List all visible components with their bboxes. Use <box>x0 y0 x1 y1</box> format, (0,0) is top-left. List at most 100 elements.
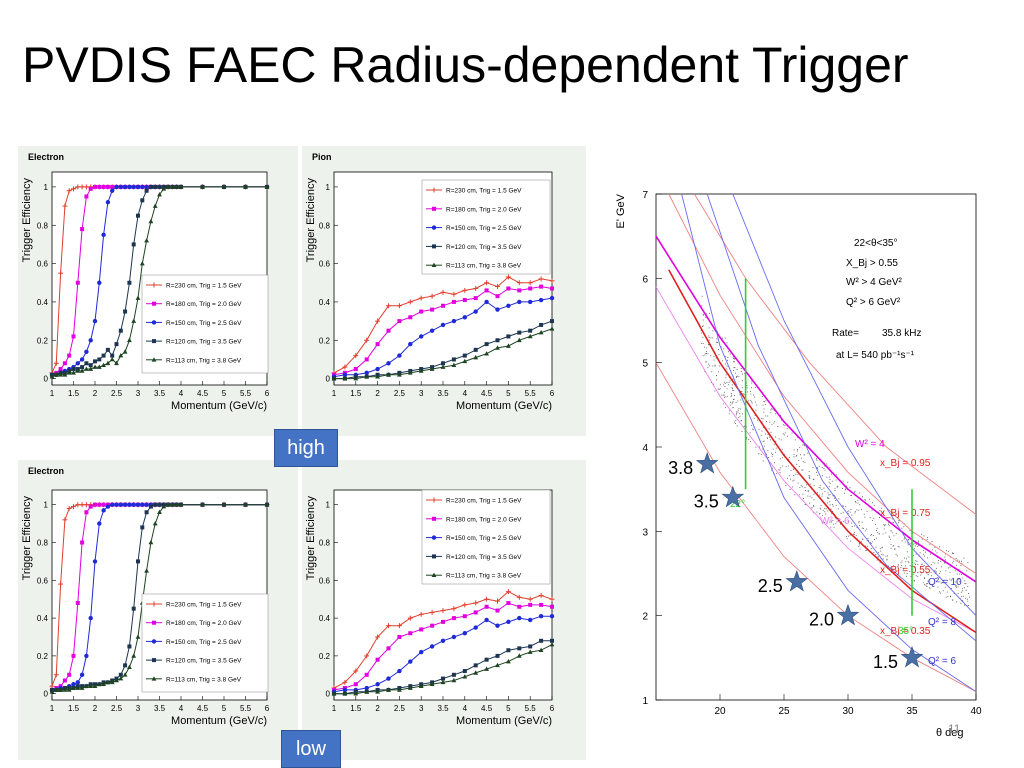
event-dot <box>924 577 925 579</box>
event-dot <box>906 575 907 577</box>
event-dot <box>834 490 836 491</box>
data-point <box>539 322 544 327</box>
event-dot <box>850 522 852 524</box>
event-dot <box>835 523 837 525</box>
data-point <box>342 376 348 381</box>
event-dot <box>770 431 772 433</box>
y-tick-label: 6 <box>642 274 648 285</box>
event-dot <box>904 537 906 539</box>
event-dot <box>824 465 826 467</box>
event-dot <box>946 550 947 552</box>
event-dot <box>845 489 847 491</box>
event-dot <box>890 530 892 532</box>
event-dot <box>910 542 912 544</box>
event-dot <box>950 596 951 598</box>
data-point <box>549 596 555 602</box>
data-point <box>58 367 63 372</box>
legend-entry: R=113 cm, Trig = 3.8 GeV <box>446 573 522 580</box>
data-point <box>84 349 89 354</box>
data-point <box>71 685 76 690</box>
event-dot <box>804 445 805 447</box>
x-axis-label: Momentum (GeV/c) <box>171 715 267 727</box>
data-point <box>53 672 59 678</box>
x-tick-label: 35 <box>906 706 918 717</box>
event-dot <box>853 533 854 535</box>
event-dot <box>934 578 936 579</box>
event-dot <box>722 337 724 339</box>
event-dot <box>718 371 719 373</box>
data-point <box>93 359 97 364</box>
event-dot <box>713 359 715 361</box>
event-dot <box>916 543 917 545</box>
data-point <box>101 184 106 189</box>
data-point <box>97 184 102 189</box>
data-point <box>484 617 489 623</box>
angle-label: 35° <box>898 626 913 637</box>
legend-marker <box>151 320 157 325</box>
data-point <box>140 198 145 203</box>
event-dot <box>797 437 799 438</box>
event-dot <box>919 552 921 554</box>
event-dot <box>750 390 751 392</box>
event-dot <box>869 498 870 500</box>
event-dot <box>805 504 807 506</box>
data-point <box>364 357 369 362</box>
data-point <box>473 610 478 615</box>
data-point <box>135 295 141 300</box>
event-dot <box>871 541 873 543</box>
event-dot <box>764 401 765 403</box>
event-dot <box>751 401 752 403</box>
data-point <box>353 376 359 381</box>
event-dot <box>838 517 840 519</box>
x-tick-label: 3 <box>419 704 424 713</box>
event-dot <box>811 497 813 499</box>
event-dot <box>829 521 831 523</box>
y-tick-label: 0.4 <box>319 614 331 623</box>
x-tick-label: 5.5 <box>240 704 252 713</box>
event-dot <box>712 337 714 339</box>
event-dot <box>762 404 764 406</box>
event-dot <box>724 383 726 384</box>
data-point <box>364 370 369 376</box>
data-point <box>342 679 348 685</box>
event-dot <box>714 365 716 367</box>
event-dot <box>811 507 813 509</box>
event-dot <box>939 592 941 594</box>
data-point <box>484 666 489 671</box>
event-dot <box>700 332 702 334</box>
event-dot <box>707 363 709 365</box>
threshold-label: 1.5 <box>873 652 898 672</box>
cut-annotation: at L= 540 pb⁻¹s⁻¹ <box>836 350 915 361</box>
x-tick-label: 2 <box>375 704 380 713</box>
event-dot <box>723 381 725 383</box>
event-dot <box>719 365 721 367</box>
event-dot <box>794 439 796 441</box>
data-point <box>93 502 97 507</box>
y-axis-label: Trigger Efficiency <box>305 178 317 263</box>
legend-entry: R=230 cm, Trig = 1.5 GeV <box>446 498 522 505</box>
data-point <box>109 679 115 685</box>
event-dot <box>894 548 896 550</box>
event-dot <box>753 417 755 419</box>
event-dot <box>798 466 800 467</box>
data-point <box>473 354 479 360</box>
event-dot <box>891 532 893 534</box>
event-dot <box>750 399 752 401</box>
event-dot <box>742 380 743 382</box>
x-axis-label: θ deg <box>936 727 964 739</box>
curve-2 <box>655 286 977 633</box>
event-dot <box>965 597 966 599</box>
data-point <box>342 691 348 696</box>
event-dot <box>801 469 803 471</box>
data-point <box>364 337 370 343</box>
data-point <box>96 364 102 369</box>
event-dot <box>787 465 789 467</box>
data-point <box>157 502 162 507</box>
event-dot <box>898 522 899 524</box>
event-dot <box>724 396 726 398</box>
event-dot <box>820 505 822 506</box>
event-dot <box>725 356 727 357</box>
event-dot <box>716 329 717 331</box>
event-dot <box>965 583 967 585</box>
y-axis-label: Trigger Efficiency <box>21 178 33 263</box>
